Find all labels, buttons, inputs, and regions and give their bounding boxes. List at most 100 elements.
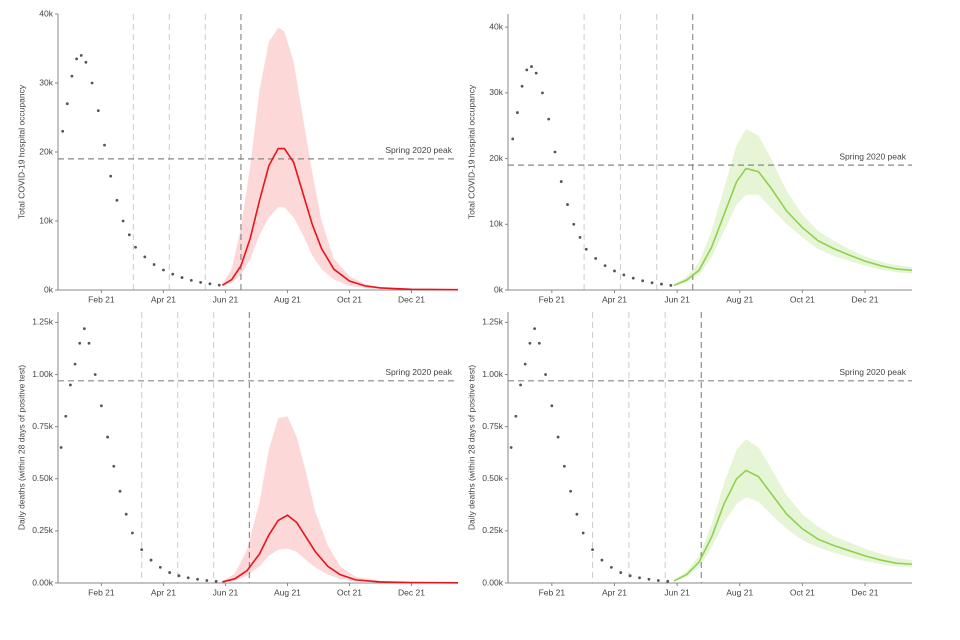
observed-point xyxy=(70,74,74,78)
observed-point xyxy=(100,404,103,408)
observed-point xyxy=(609,565,613,569)
x-tick-label: Jun 21 xyxy=(213,294,239,304)
observed-point xyxy=(619,571,623,574)
observed-point xyxy=(205,579,209,582)
observed-point xyxy=(84,60,88,64)
y-tick-label: 0.50k xyxy=(32,473,54,483)
observed-point xyxy=(600,558,604,562)
x-tick-label: Oct 21 xyxy=(790,587,815,597)
reference-label: Spring 2020 peak xyxy=(385,367,452,377)
observed-point xyxy=(562,464,566,468)
observed-point xyxy=(533,327,537,331)
observed-point xyxy=(208,282,212,286)
observed-point xyxy=(96,109,100,112)
x-tick-label: Jun 21 xyxy=(664,294,690,304)
observed-point xyxy=(152,263,156,266)
uncertainty-band xyxy=(673,129,912,287)
observed-point xyxy=(75,57,79,61)
x-tick-label: Feb 21 xyxy=(88,294,115,304)
reference-label: Spring 2020 peak xyxy=(839,151,906,161)
observed-point xyxy=(622,273,626,277)
observed-point xyxy=(93,373,97,376)
observed-point xyxy=(149,558,153,562)
observed-point xyxy=(613,269,616,273)
x-tick-label: Feb 21 xyxy=(539,294,566,304)
observed-point xyxy=(509,446,513,449)
observed-point xyxy=(186,576,190,580)
observed-point xyxy=(520,84,524,88)
y-tick-label: 1.25k xyxy=(482,317,504,327)
y-tick-label: 10k xyxy=(39,215,53,225)
observed-point xyxy=(115,198,119,202)
observed-point xyxy=(566,203,569,206)
observed-point xyxy=(578,236,582,239)
observed-point xyxy=(158,565,162,569)
observed-point xyxy=(603,264,607,268)
observed-point xyxy=(631,276,635,280)
observed-point xyxy=(628,574,632,578)
x-tick-label: Apr 21 xyxy=(151,294,176,304)
observed-point xyxy=(61,129,65,133)
observed-point xyxy=(572,222,576,226)
observed-point xyxy=(581,531,585,535)
observed-point xyxy=(530,65,533,68)
observed-point xyxy=(127,233,131,237)
y-tick-label: 30k xyxy=(489,87,503,97)
y-tick-label: 40k xyxy=(489,21,503,31)
x-tick-label: Dec 21 xyxy=(398,294,425,304)
observed-point xyxy=(569,489,573,493)
reference-label: Spring 2020 peak xyxy=(839,367,906,377)
y-tick-label: 0.75k xyxy=(482,421,504,431)
y-axis-label: Total COVID-19 hospital occupancy xyxy=(16,84,26,219)
y-tick-label: 10k xyxy=(489,219,503,229)
y-tick-label: 0.25k xyxy=(482,525,504,535)
observed-point xyxy=(69,383,72,387)
x-tick-label: Aug 21 xyxy=(274,294,301,304)
observed-point xyxy=(87,341,91,345)
observed-point xyxy=(64,414,68,418)
observed-point xyxy=(121,219,125,223)
observed-point xyxy=(594,257,598,260)
observed-point xyxy=(656,579,660,582)
observed-point xyxy=(134,245,137,249)
x-tick-label: Oct 21 xyxy=(337,587,362,597)
observed-point xyxy=(196,577,199,581)
observed-point xyxy=(103,143,106,147)
observed-point xyxy=(641,279,645,283)
x-tick-label: Feb 21 xyxy=(88,587,115,597)
observed-point xyxy=(124,512,128,516)
observed-point xyxy=(90,81,94,85)
observed-point xyxy=(666,579,670,583)
projection-line xyxy=(222,514,459,584)
y-tick-label: 1.00k xyxy=(482,369,504,379)
y-tick-label: 30k xyxy=(39,77,53,87)
x-tick-label: Apr 21 xyxy=(602,294,627,304)
observed-point xyxy=(575,512,579,516)
observed-point xyxy=(131,531,134,535)
y-axis-label: Daily deaths (within 28 days of positive… xyxy=(466,365,476,531)
observed-point xyxy=(65,102,69,106)
observed-point xyxy=(584,247,588,251)
projection-line xyxy=(221,147,459,291)
observed-point xyxy=(140,548,144,552)
observed-point xyxy=(177,574,181,578)
y-tick-label: 0k xyxy=(44,284,54,294)
uncertainty-band xyxy=(673,439,912,582)
x-tick-label: Aug 21 xyxy=(726,587,753,597)
projection-line xyxy=(673,469,913,582)
observed-point xyxy=(660,282,663,286)
observed-point xyxy=(591,548,594,552)
observed-point xyxy=(534,71,538,75)
observed-point xyxy=(556,435,560,439)
x-tick-label: Oct 21 xyxy=(337,294,362,304)
y-tick-label: 0k xyxy=(494,284,504,294)
uncertainty-band xyxy=(222,27,458,290)
x-tick-label: Jun 21 xyxy=(213,587,239,597)
y-tick-label: 0.50k xyxy=(482,473,504,483)
observed-point xyxy=(514,414,518,418)
observed-point xyxy=(82,327,86,331)
y-tick-label: 1.00k xyxy=(32,369,54,379)
observed-point xyxy=(118,489,122,493)
observed-point xyxy=(559,180,563,183)
